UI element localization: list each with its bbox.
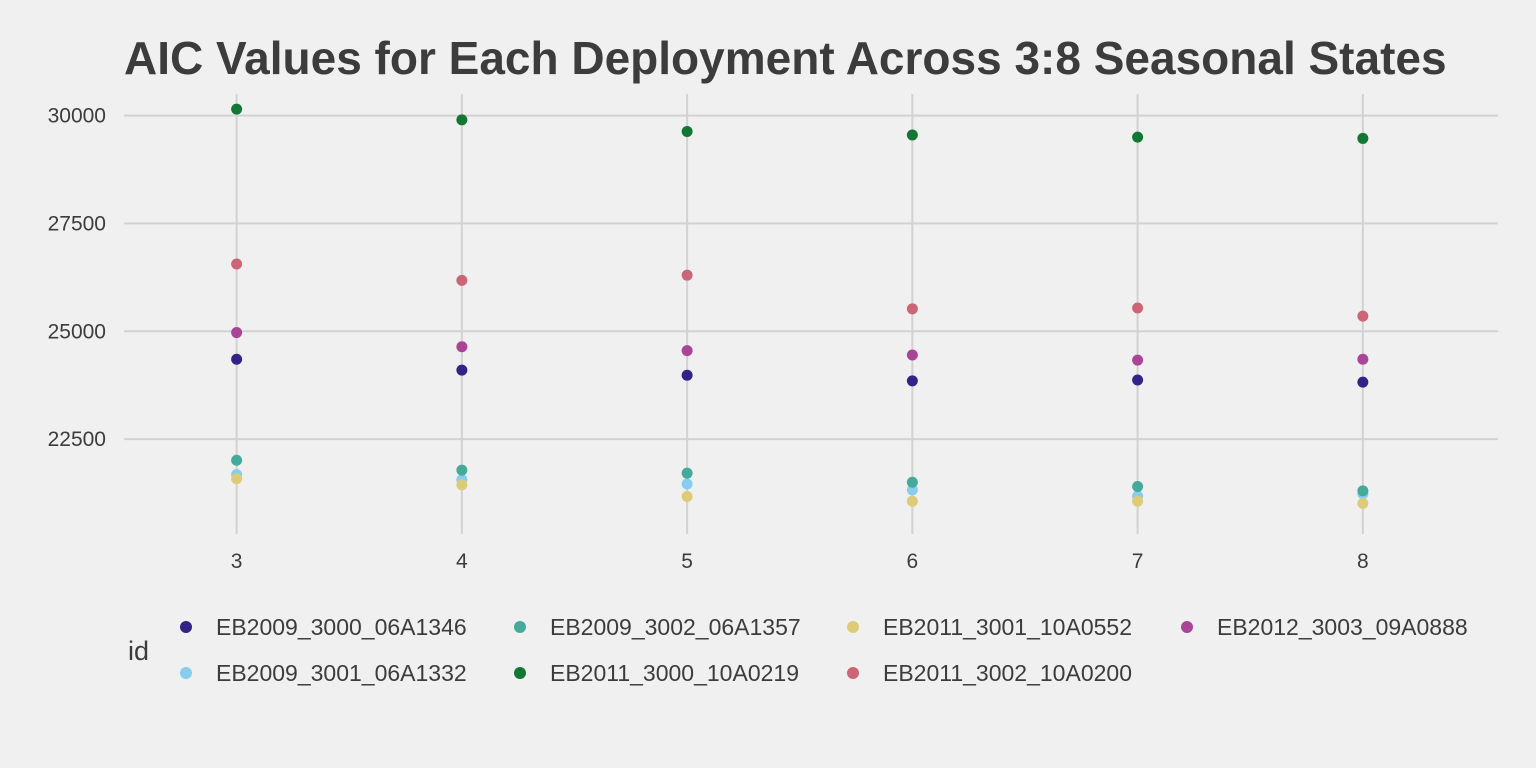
y-tick-label: 30000	[48, 105, 106, 128]
data-point	[681, 369, 693, 381]
data-point	[906, 303, 918, 315]
grid	[124, 94, 1498, 534]
data-point	[456, 479, 468, 491]
legend-label: EB2009_3001_06A1332	[216, 660, 467, 686]
data-point	[1357, 497, 1369, 509]
legend-swatch	[514, 667, 526, 679]
x-tick-label: 7	[1132, 550, 1144, 573]
legend-label: EB2009_3002_06A1357	[550, 614, 801, 640]
data-point	[456, 364, 468, 376]
data-point	[1132, 481, 1144, 493]
legend-label: EB2012_3003_09A0888	[1217, 614, 1468, 640]
data-point	[906, 484, 918, 496]
data-point	[231, 454, 243, 466]
legend-label: EB2009_3000_06A1346	[216, 614, 467, 640]
data-point	[456, 464, 468, 476]
data-point	[906, 129, 918, 141]
data-point	[1357, 485, 1369, 497]
data-point	[1132, 354, 1144, 366]
legend-label: EB2011_3001_10A0552	[883, 614, 1132, 640]
x-tick-label: 4	[456, 550, 468, 573]
data-point	[231, 353, 243, 365]
data-point	[1132, 374, 1144, 386]
data-point	[1357, 132, 1369, 144]
legend-label: EB2011_3002_10A0200	[883, 660, 1132, 686]
y-tick-label: 25000	[48, 320, 106, 343]
legend-swatch	[1181, 621, 1193, 633]
legend: id EB2009_3000_06A1346 EB2009_3001_06A133…	[128, 614, 1468, 686]
legend-title: id	[128, 636, 149, 666]
legend-swatch	[847, 667, 859, 679]
data-point	[681, 126, 693, 138]
x-tick-label: 3	[231, 550, 243, 573]
data-point	[231, 258, 243, 270]
legend-swatch	[180, 621, 192, 633]
data-point	[681, 269, 693, 281]
legend-label: EB2011_3000_10A0219	[550, 660, 799, 686]
data-point	[681, 467, 693, 479]
legend-swatch	[847, 621, 859, 633]
data-point	[231, 103, 243, 115]
y-axis-ticks: 22500 25000 27500 30000	[48, 105, 106, 452]
data-point	[456, 114, 468, 126]
data-point	[1357, 310, 1369, 322]
legend-swatch	[514, 621, 526, 633]
data-point	[681, 478, 693, 490]
data-point	[1132, 302, 1144, 314]
y-tick-label: 22500	[48, 428, 106, 451]
data-point	[681, 490, 693, 502]
data-point	[906, 476, 918, 488]
data-point	[906, 349, 918, 361]
x-axis-ticks: 3 4 5 6 7 8	[231, 550, 1369, 573]
data-point	[681, 345, 693, 357]
x-tick-label: 5	[681, 550, 693, 573]
chart-title: AIC Values for Each Deployment Across 3:…	[124, 32, 1447, 84]
data-point	[906, 375, 918, 387]
legend-swatch	[180, 667, 192, 679]
data-point	[1132, 131, 1144, 143]
x-tick-label: 6	[907, 550, 919, 573]
data-point	[1132, 495, 1144, 507]
data-point	[906, 495, 918, 507]
data-point	[1357, 353, 1369, 365]
data-point	[231, 473, 243, 485]
data-point	[456, 341, 468, 353]
x-tick-label: 8	[1357, 550, 1369, 573]
y-tick-label: 27500	[48, 212, 106, 235]
data-point	[456, 274, 468, 286]
data-points	[231, 103, 1369, 509]
data-point	[231, 327, 243, 339]
data-point	[1357, 376, 1369, 388]
